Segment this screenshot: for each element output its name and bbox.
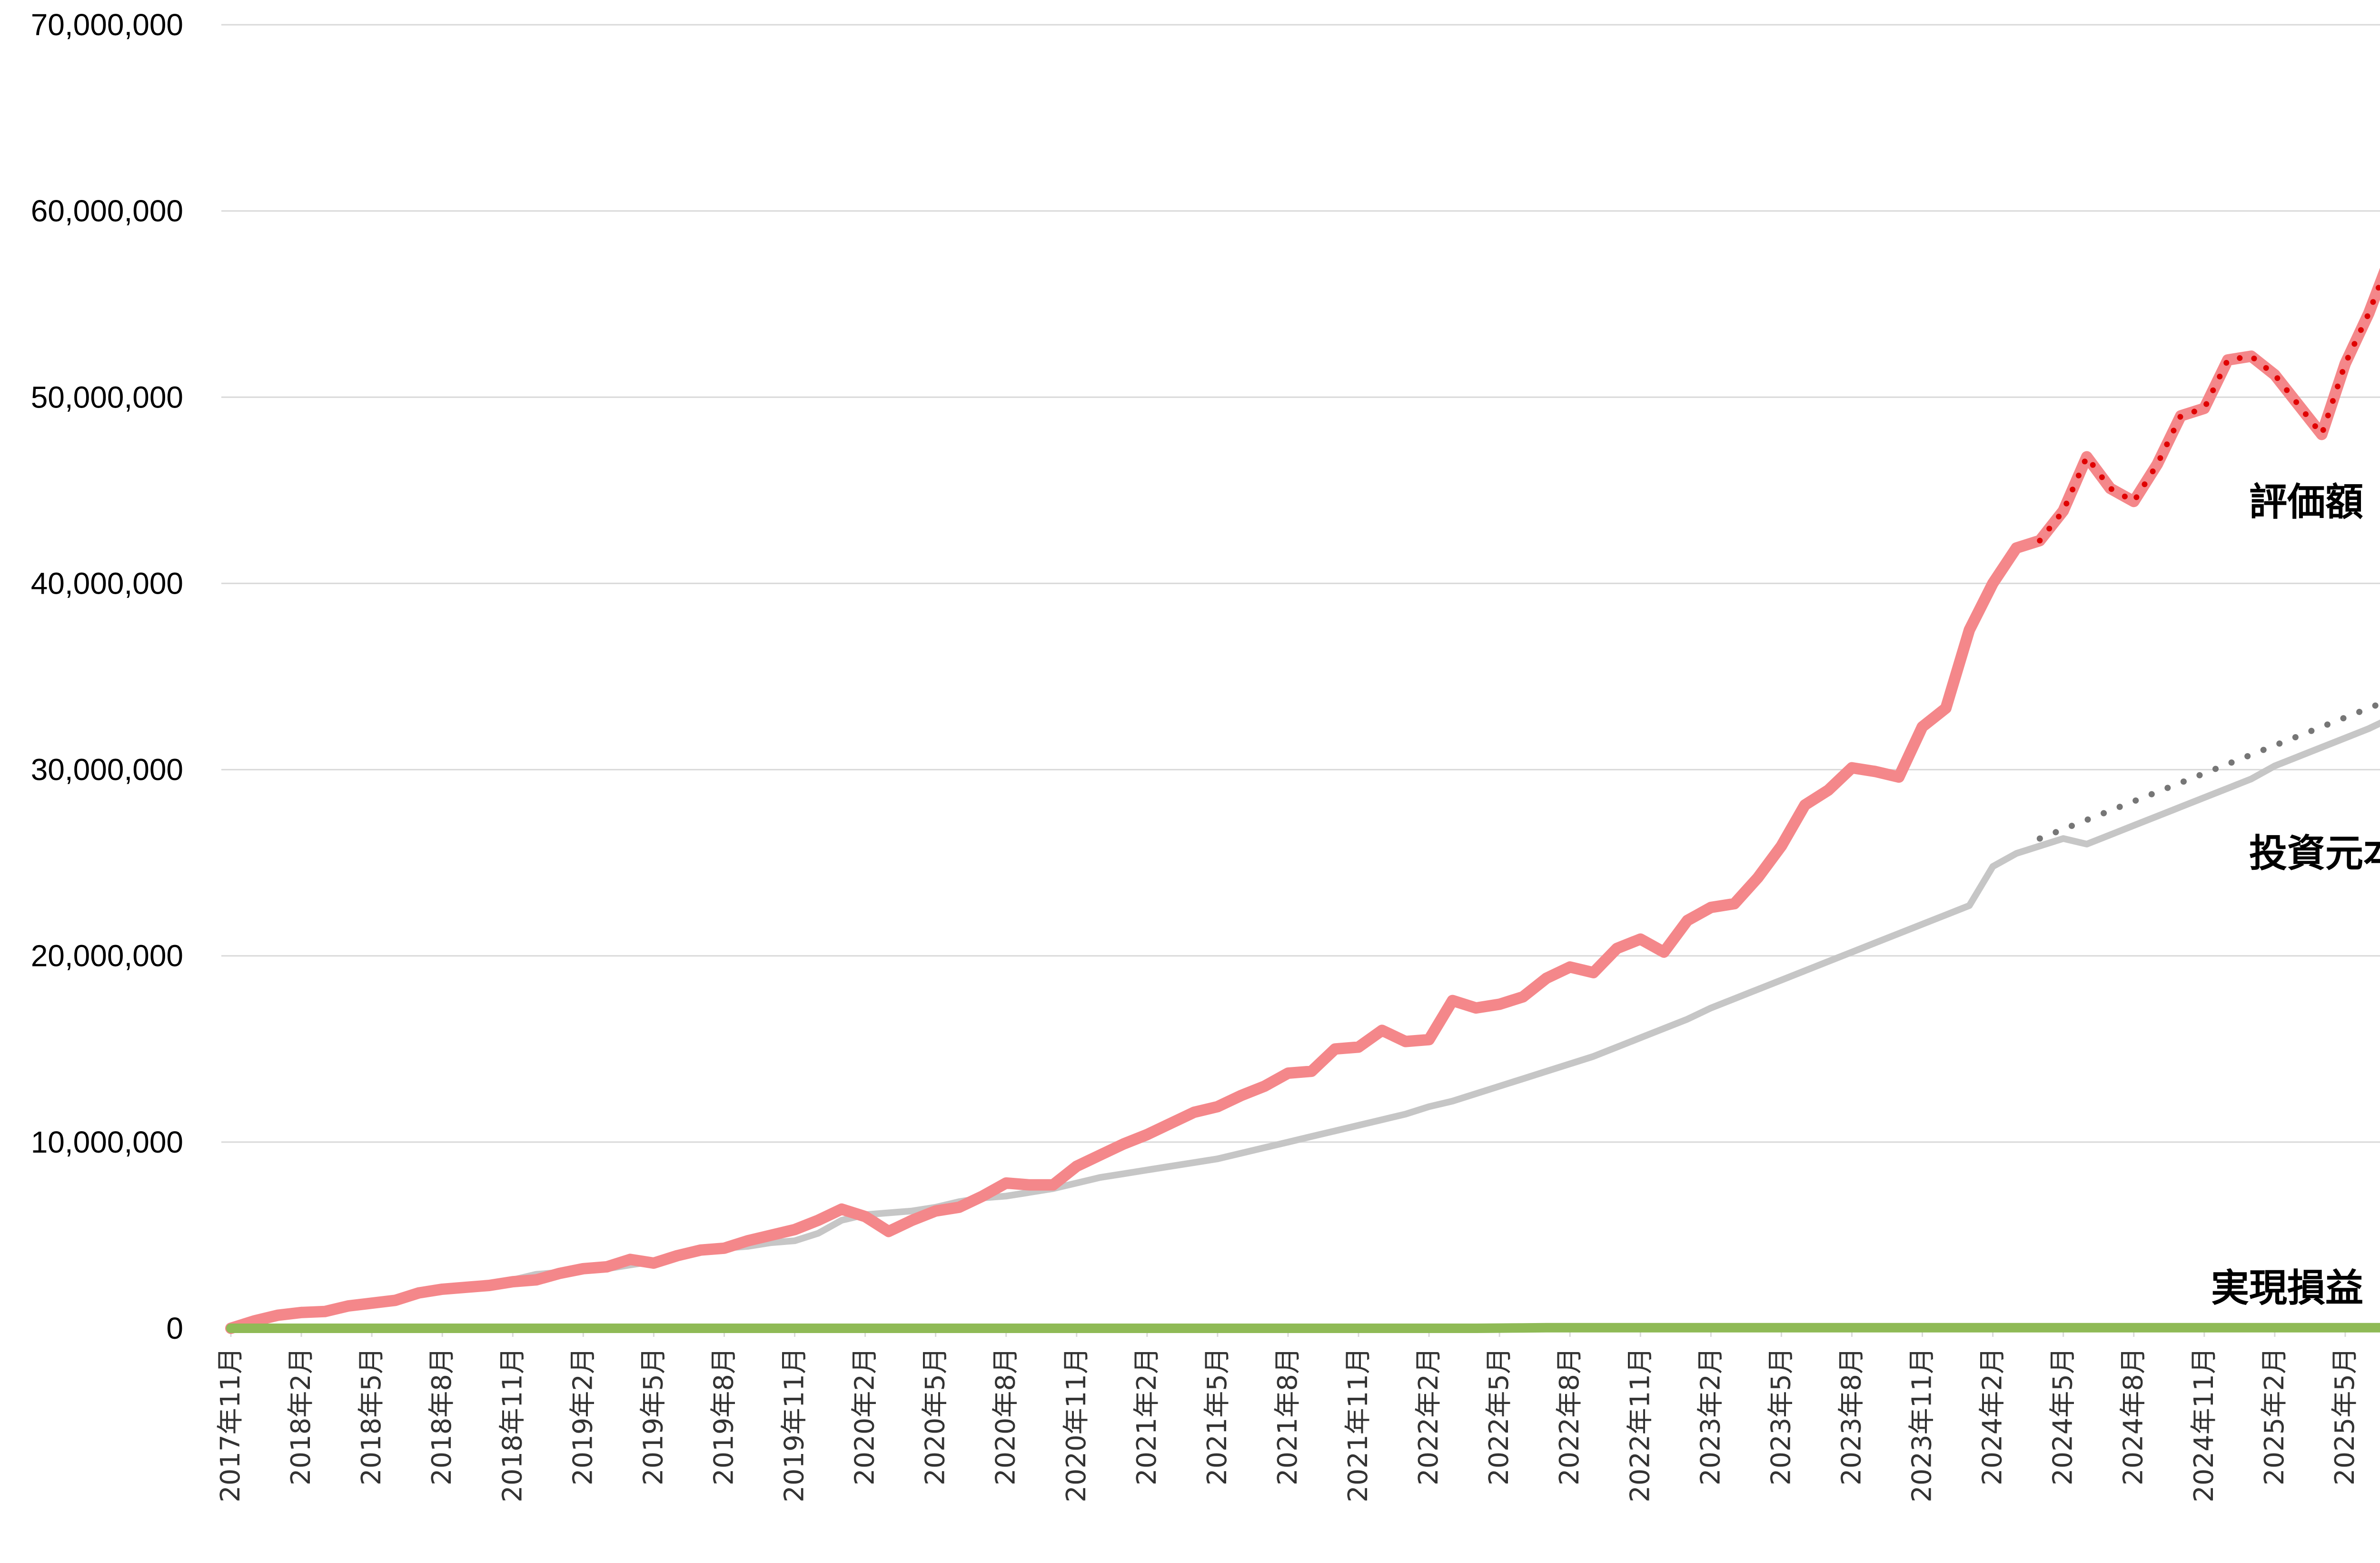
x-tick-label: 2021年5月 bbox=[1202, 1347, 1233, 1485]
x-tick-label: 2023年11月 bbox=[1907, 1347, 1938, 1503]
y-axis-ticks: 0 10,000,000 20,000,000 30,000,000 40,000,00… bbox=[31, 8, 183, 1345]
y-tick-label: 50,000,000 bbox=[31, 380, 183, 414]
x-tick-label: 2022年2月 bbox=[1413, 1347, 1444, 1485]
x-tick-label: 2020年2月 bbox=[850, 1347, 881, 1485]
y-tick-label: 10,000,000 bbox=[31, 1125, 183, 1159]
x-tick-label: 2023年2月 bbox=[1695, 1347, 1726, 1485]
x-tick-label: 2022年8月 bbox=[1554, 1347, 1585, 1485]
x-tick-label: 2023年8月 bbox=[1836, 1347, 1867, 1485]
x-tick-label: 2022年11月 bbox=[1625, 1347, 1656, 1503]
x-tick-label: 2019年5月 bbox=[638, 1347, 669, 1485]
x-tick-label: 2018年8月 bbox=[426, 1347, 457, 1485]
x-tick-label: 2024年5月 bbox=[2048, 1347, 2079, 1485]
x-tick-label: 2023年5月 bbox=[1765, 1347, 1796, 1485]
x-tick-label: 2019年8月 bbox=[708, 1347, 739, 1485]
x-tick-label: 2025年5月 bbox=[2330, 1347, 2360, 1485]
x-axis-ticks: 2017年11月 2018年2月 2018年5月 2018年8月 2018年11月 201… bbox=[215, 1328, 2360, 1503]
y-tick-label: 0 bbox=[166, 1311, 183, 1345]
series-principal bbox=[228, 719, 2380, 1332]
series-labels: 評価額 投資元本 実現損益 bbox=[2211, 480, 2380, 1310]
x-tick-label: 2024年2月 bbox=[1977, 1347, 2008, 1485]
y-tick-label: 40,000,000 bbox=[31, 566, 183, 600]
x-tick-label: 2018年2月 bbox=[286, 1347, 317, 1485]
x-tick-label: 2021年11月 bbox=[1343, 1347, 1374, 1503]
x-tick-label: 2019年11月 bbox=[779, 1347, 810, 1503]
x-tick-label: 2022年5月 bbox=[1484, 1347, 1515, 1485]
series-valuation bbox=[225, 268, 2380, 1334]
x-tick-label: 2020年8月 bbox=[991, 1347, 1021, 1485]
series-valuation-dotted bbox=[2037, 276, 2380, 544]
x-tick-label: 2018年11月 bbox=[497, 1347, 528, 1503]
series-principal-dotted bbox=[2036, 700, 2380, 842]
x-tick-label: 2020年11月 bbox=[1061, 1347, 1092, 1503]
x-tick-label: 2019年2月 bbox=[567, 1347, 598, 1485]
x-tick-label: 2021年2月 bbox=[1131, 1347, 1162, 1485]
y-tick-label: 60,000,000 bbox=[31, 194, 183, 228]
x-tick-label: 2024年8月 bbox=[2118, 1347, 2149, 1485]
x-tick-label: 2025年2月 bbox=[2259, 1347, 2290, 1485]
x-tick-label: 2018年5月 bbox=[356, 1347, 387, 1485]
gridlines bbox=[221, 24, 2380, 1143]
x-tick-label: 2021年8月 bbox=[1272, 1347, 1303, 1485]
x-tick-label: 2024年11月 bbox=[2189, 1347, 2220, 1503]
x-tick-label: 2020年5月 bbox=[920, 1347, 951, 1485]
series-label-principal: 投資元本 bbox=[2249, 831, 2380, 876]
series-label-valuation: 評価額 bbox=[2249, 480, 2363, 524]
x-tick-label: 2017年11月 bbox=[215, 1347, 246, 1503]
series-lines bbox=[225, 268, 2380, 1334]
y-tick-label: 30,000,000 bbox=[31, 753, 183, 787]
y-tick-label: 70,000,000 bbox=[31, 8, 183, 42]
y-tick-label: 20,000,000 bbox=[31, 939, 183, 973]
series-label-realized: 実現損益 bbox=[2211, 1266, 2363, 1310]
